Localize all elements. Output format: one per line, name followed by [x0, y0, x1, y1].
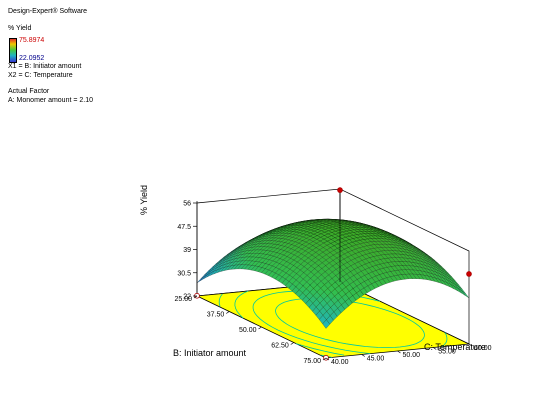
y-axis-label: C: Temperature [424, 342, 486, 352]
surface-cell [461, 290, 470, 299]
y-tick-label-3: 50.00 [403, 352, 421, 359]
z-tick-label-2: 30.5 [177, 270, 191, 277]
y-tick-mark-1 [325, 357, 330, 361]
actual-factor-heading: Actual Factor [8, 88, 50, 95]
x-tick-label-2: 37.50 [207, 312, 225, 319]
design-point-3 [466, 271, 472, 277]
surface-mesh [196, 218, 470, 329]
info-panel: Design-Expert® Software % Yield X1 = B: … [8, 8, 93, 105]
x-tick-mark-5 [322, 357, 327, 361]
y-tick-label-5: 60.00 [474, 345, 492, 352]
design-point-4 [337, 187, 343, 193]
x-tick-mark-1 [193, 295, 198, 299]
actual-factor: A: Monomer amount = 2.10 [8, 96, 94, 104]
x-tick-label-5: 75.00 [303, 358, 321, 365]
y-tick-label-2: 45.00 [367, 356, 385, 363]
factor-x1: X1 = B: Initiator amount [8, 63, 82, 70]
legend-min: 22.0952 [19, 55, 45, 62]
y-tick-mark-4 [433, 347, 437, 350]
legend-max: 75.8974 [19, 37, 45, 44]
z-tick-label-5: 56 [183, 201, 191, 208]
y-tick-label-4: 55.00 [438, 349, 456, 356]
x-tick-mark-4 [290, 342, 294, 345]
y-tick-mark-3 [397, 350, 401, 354]
x-tick-label-1: 25.00 [174, 296, 192, 303]
surface-cell [322, 319, 331, 329]
z-tick-label-3: 39 [183, 247, 191, 254]
x-axis-label: B: Initiator amount [173, 348, 247, 358]
x-tick-label-4: 62.50 [271, 343, 289, 350]
z-tick-label-1: 22 [183, 294, 191, 301]
y-tick-mark-5 [468, 343, 473, 347]
floor-contour-1 [275, 297, 425, 349]
factor-x2: X2 = C: Temperature [8, 71, 73, 79]
x-tick-label-3: 50.00 [239, 327, 257, 334]
z-axis-label: % Yield [139, 185, 149, 215]
x-tick-mark-3 [258, 326, 262, 330]
response-name: % Yield [8, 24, 32, 32]
legend-color-ramp [9, 38, 17, 63]
z-tick-label-4: 47.5 [177, 224, 191, 231]
software-title: Design-Expert® Software [8, 8, 88, 15]
x-tick-mark-2 [226, 311, 230, 314]
y-tick-mark-2 [361, 354, 365, 357]
y-tick-label-1: 40.00 [331, 359, 349, 366]
